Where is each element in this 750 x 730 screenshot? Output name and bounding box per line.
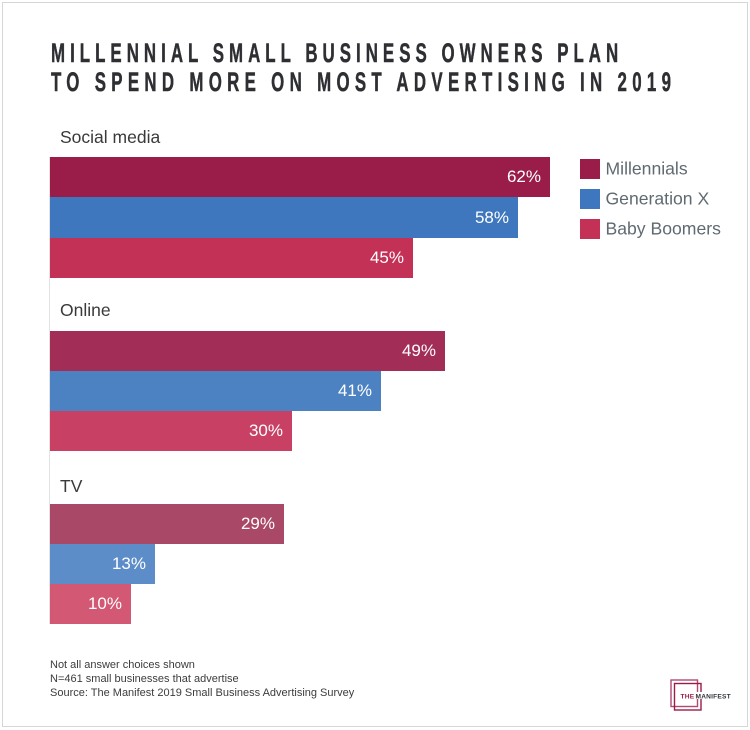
svg-text:MANIFEST: MANIFEST: [696, 693, 731, 700]
svg-text:THE: THE: [681, 693, 695, 700]
